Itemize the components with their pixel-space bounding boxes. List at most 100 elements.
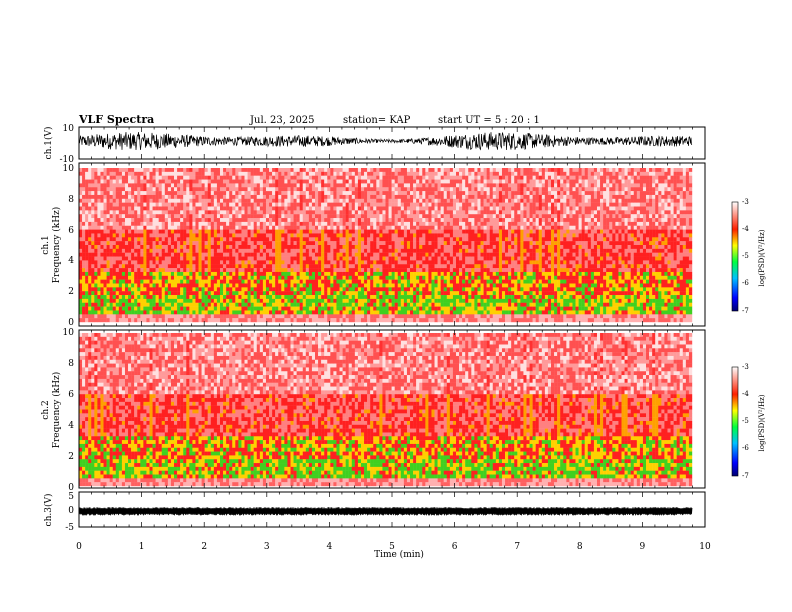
ch1-spec-cell	[158, 302, 162, 307]
ch1-spec-cell	[82, 229, 86, 234]
ch1-spec-cell	[223, 229, 227, 234]
ch1-spec-cell	[180, 271, 184, 276]
ch1-spec-cell	[446, 256, 451, 261]
ch1-spec-cell	[400, 275, 405, 280]
ch1-spec-cell	[100, 241, 104, 246]
ch1-spec-cell	[189, 198, 193, 203]
ch1-spec-cell	[351, 271, 356, 276]
ch1-spec-cell	[143, 175, 147, 180]
ch1-spec-cell	[115, 202, 120, 207]
ch1-spec-cell	[315, 241, 319, 246]
ch1-spec-cell	[443, 191, 448, 196]
ch1-spec-cell	[351, 264, 356, 269]
ch1-spec-cell	[210, 198, 215, 203]
ch1-spec-cell	[449, 241, 454, 246]
ch1-spec-cell	[226, 271, 230, 276]
ch1-spec-cell	[290, 264, 294, 269]
ch1-spec-cell	[149, 275, 153, 280]
ch1-spec-cell	[278, 275, 282, 280]
ch1-spec-cell	[177, 268, 181, 273]
ch1-spec-cell	[256, 171, 261, 176]
ch1-spec-cell	[327, 241, 331, 246]
ch1-spec-cell	[446, 175, 451, 180]
ch1-spec-cell	[180, 179, 184, 184]
ch1-spec-cell	[97, 252, 101, 257]
ch1-spec-cell	[351, 248, 356, 253]
ch1-spec-cell	[219, 194, 224, 199]
ch1-spec-cell	[189, 318, 193, 323]
ch1-spec-cell	[324, 218, 328, 223]
ch1-spec-cell	[410, 298, 414, 303]
ch1-spec-cell	[180, 287, 184, 292]
ch1-spec-cell	[281, 295, 285, 300]
ch1-spec-cell	[379, 283, 383, 288]
ch1-spec-cell	[253, 318, 257, 323]
ch1-spec-cell	[428, 241, 432, 246]
ch1-spec-cell	[305, 245, 310, 250]
ch1-spec-cell	[149, 229, 153, 234]
ch1-spec-cell	[118, 256, 123, 261]
ch1-spec-cell	[146, 218, 150, 223]
ch1-spec-cell	[278, 183, 282, 188]
ch1-spec-cell	[425, 210, 429, 215]
ch1-spec-cell	[318, 191, 322, 196]
ch1-spec-cell	[305, 218, 310, 223]
ch1-spec-cell	[299, 252, 303, 257]
ch1-spec-cell	[109, 291, 113, 296]
ch1-spec-cell	[82, 202, 86, 207]
ch1-spec-cell	[370, 310, 374, 315]
ch1-spec-cell	[296, 198, 300, 203]
ch1-spec-cell	[400, 237, 405, 242]
ch1-spec-cell	[394, 248, 398, 253]
ch1-spec-cell	[308, 179, 313, 184]
ch1-spec-cell	[308, 287, 313, 292]
ch1-spec-cell	[137, 279, 141, 284]
ch1-spec-cell	[88, 214, 92, 219]
ch1-spec-cell	[121, 256, 126, 261]
ch1-spec-cell	[308, 298, 313, 303]
ch1-spec-cell	[339, 233, 343, 238]
ch1-spec-cell	[103, 202, 107, 207]
ch1-spec-cell	[284, 314, 288, 319]
ch1-spec-cell	[272, 198, 276, 203]
ch1-spec-cell	[330, 283, 334, 288]
ch1-spec-cell	[109, 241, 113, 246]
ch1-spec-cell	[149, 237, 153, 242]
ch1-spec-cell	[324, 314, 328, 319]
ch1-spec-cell	[118, 245, 123, 250]
ch1-spec-cell	[385, 279, 389, 284]
ch1-spec-cell	[88, 314, 92, 319]
ch1-spec-cell	[422, 183, 426, 188]
ch1-spec-cell	[244, 256, 248, 261]
ch1-spec-cell	[262, 214, 267, 219]
ch1-spec-cell	[449, 275, 454, 280]
ch1-spec-cell	[207, 237, 211, 242]
ch1-spec-cell	[364, 318, 368, 323]
ch1-spec-cell	[244, 310, 248, 315]
ch1-spec-cell	[391, 287, 395, 292]
ch1-spec-cell	[449, 194, 454, 199]
ch1-spec-cell	[327, 283, 331, 288]
ch1-spec-cell	[229, 210, 233, 215]
ch1-spec-cell	[79, 271, 83, 276]
ch1-spec-cell	[443, 218, 448, 223]
ch1-spec-cell	[155, 271, 159, 276]
ch1-spec-cell	[437, 221, 441, 226]
ch1-spec-cell	[124, 221, 129, 226]
ch1-spec-cell	[112, 275, 116, 280]
ch1-spec-cell	[440, 198, 444, 203]
ch1-spec-cell	[308, 264, 313, 269]
ch1-spec-cell	[85, 218, 89, 223]
ch1-spec-cell	[364, 179, 368, 184]
ch1-spec-cell	[272, 271, 276, 276]
ch1-spec-cell	[428, 237, 432, 242]
ch1-spec-cell	[428, 225, 432, 230]
ch1-spec-cell	[195, 248, 199, 253]
ch1-spec-cell	[226, 233, 230, 238]
ch1-spec-cell	[207, 252, 211, 257]
ch1-spec-cell	[315, 314, 319, 319]
ch1-spec-cell	[128, 279, 132, 284]
ch1-spec-cell	[440, 241, 444, 246]
ch1-spec-cell	[124, 206, 129, 211]
ch1-spec-cell	[137, 229, 141, 234]
